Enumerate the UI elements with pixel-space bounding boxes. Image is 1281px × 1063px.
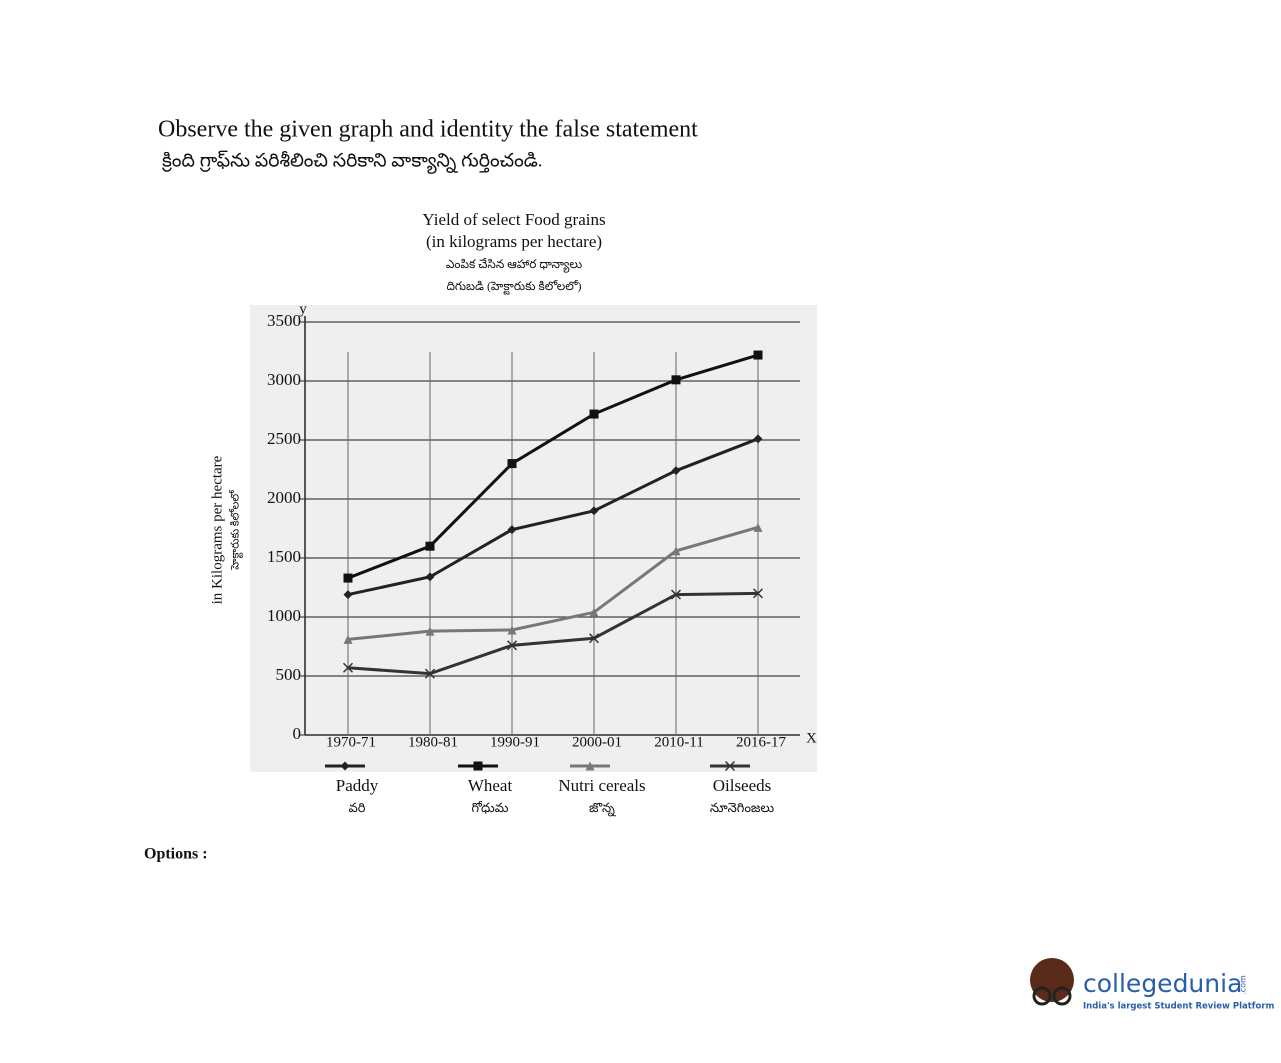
- y-axis-name: y: [299, 301, 307, 317]
- series-line: [347, 437, 759, 597]
- y-axis-label-local: హెక్టారుకు కిలోలలో: [229, 490, 244, 571]
- point: [589, 409, 599, 419]
- question-text: Observe the given graph and identity the…: [158, 117, 698, 143]
- legend-label: Oilseeds: [713, 776, 772, 795]
- point: [589, 506, 599, 516]
- legend-label: Wheat: [468, 776, 513, 795]
- x-tick-label: 1990-91: [490, 734, 540, 750]
- logo-tagline: India's largest Student Review Platform: [1083, 1002, 1275, 1012]
- point: [343, 590, 353, 600]
- chart-title: Yield of select Food grains: [422, 210, 605, 229]
- point: [753, 434, 763, 444]
- y-tick-label: 2500: [267, 429, 301, 448]
- point: [753, 350, 763, 360]
- legend-label-local: నూనెగింజలు: [710, 800, 775, 815]
- legend-label-local: జొన్న: [589, 800, 616, 817]
- point: [753, 522, 763, 532]
- options-label: Options :: [144, 846, 208, 863]
- logo-icon: [1032, 986, 1052, 1006]
- series-line: [347, 525, 759, 641]
- legend-label: Paddy: [336, 776, 379, 795]
- x-tick-label: 1970-71: [326, 734, 376, 750]
- legend-label-local: గోధుమ: [472, 800, 509, 815]
- logo-name: collegedunia: [1083, 969, 1242, 998]
- point: [340, 761, 350, 771]
- point: [671, 546, 681, 556]
- y-tick-label: 3500: [267, 311, 301, 330]
- y-axis-label: in Kilograms per hectare: [209, 455, 225, 604]
- point: [343, 573, 353, 583]
- y-tick-label: 1500: [267, 547, 301, 566]
- legend-label: Nutri cereals: [558, 776, 645, 795]
- point: [507, 625, 517, 635]
- point: [752, 588, 764, 599]
- point: [425, 626, 435, 636]
- point: [724, 760, 736, 772]
- y-tick-label: 1000: [267, 606, 301, 625]
- logo-icon: [1030, 958, 1074, 1002]
- chart-title: (in kilograms per hectare): [426, 232, 602, 251]
- point: [342, 662, 354, 673]
- x-tick-label: 2000-01: [572, 734, 622, 750]
- series-line: [347, 591, 759, 676]
- x-tick-label: 2016-17: [736, 734, 786, 750]
- point: [425, 572, 435, 582]
- logo: collegedunia .com India's largest Studen…: [1030, 958, 1275, 1012]
- series-line: [347, 353, 759, 580]
- point: [425, 541, 435, 551]
- y-tick-label: 3000: [267, 370, 301, 389]
- logo-icon: [1052, 986, 1072, 1006]
- point: [671, 466, 681, 476]
- point: [424, 668, 436, 679]
- logo-suffix: .com: [1239, 975, 1248, 995]
- point: [585, 761, 595, 771]
- point: [343, 634, 353, 644]
- y-tick-label: 2000: [267, 488, 301, 507]
- question-text-local: క్రింది గ్రాఫ్‌ను పరిశీలించి సరికాని వాక…: [162, 150, 543, 174]
- point: [507, 459, 517, 469]
- point: [671, 375, 681, 385]
- chart-background: [250, 305, 817, 772]
- point: [506, 640, 518, 651]
- point: [507, 525, 517, 535]
- legend-label-local: వరి: [349, 800, 366, 815]
- y-tick-label: 500: [276, 665, 302, 684]
- point: [473, 761, 483, 771]
- point: [588, 633, 600, 644]
- point: [670, 589, 682, 600]
- x-tick-label: 2010-11: [654, 734, 703, 750]
- chart-title: ఎంపిక చేసిన ఆహార ధాన్యాలు: [446, 257, 582, 273]
- y-tick-label: 0: [293, 724, 302, 743]
- x-tick-label: 1980-81: [408, 734, 458, 750]
- chart-title: దిగుబడి (హెక్టారుకు కిలోలలో): [446, 279, 581, 295]
- point: [589, 607, 599, 617]
- x-axis-name: X: [806, 730, 817, 746]
